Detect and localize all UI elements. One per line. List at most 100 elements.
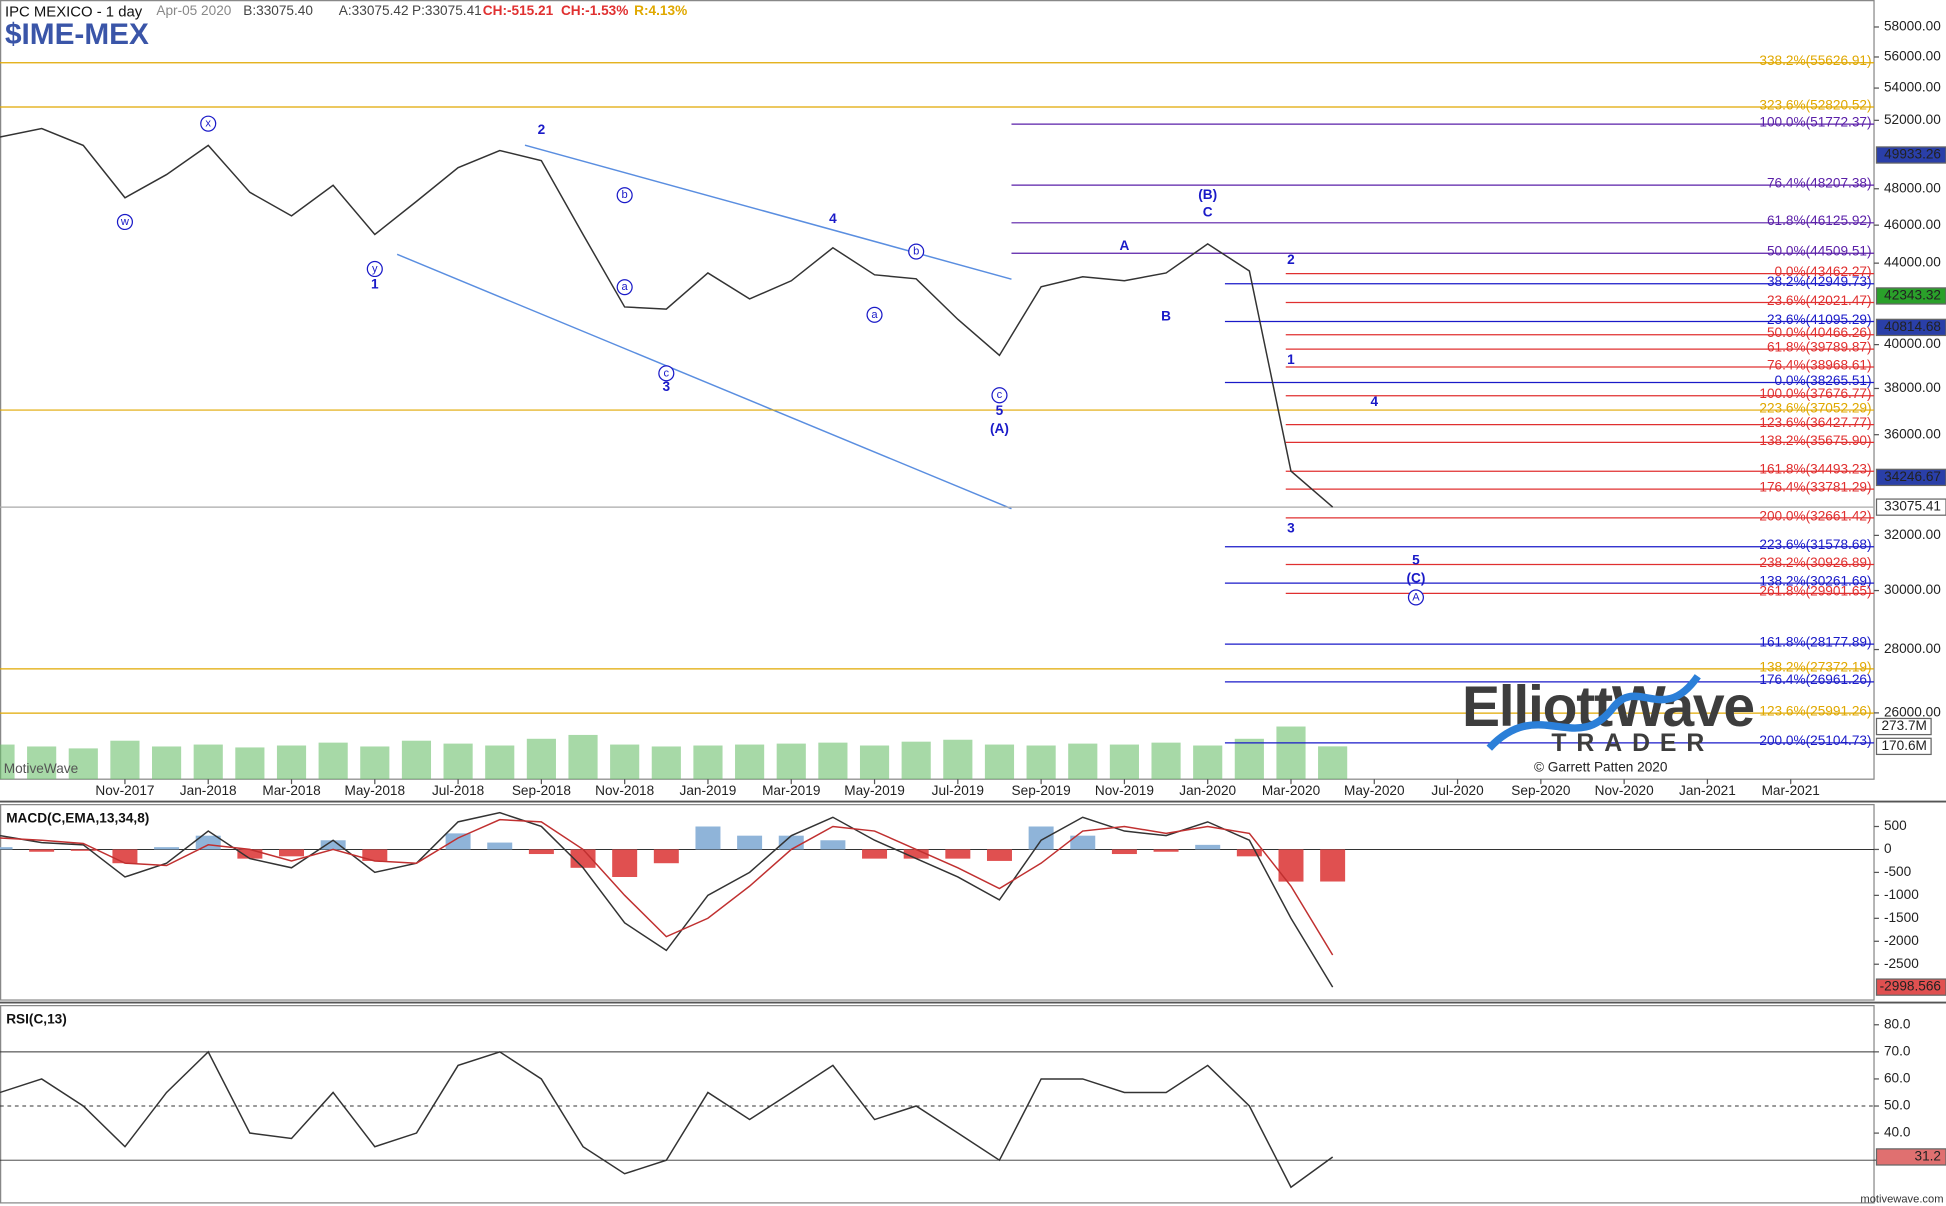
wave-label: (C) xyxy=(1406,570,1425,585)
histogram-bar xyxy=(986,849,1012,861)
histogram-bar xyxy=(1320,849,1346,882)
price-panel xyxy=(0,0,1875,780)
x-tick-label: Nov-2018 xyxy=(595,783,654,798)
x-tick-label: Jan-2020 xyxy=(1179,783,1236,798)
fib-label: 61.8%(39789.87) xyxy=(1767,339,1872,354)
fib-label: 176.4%(33781.29) xyxy=(1759,479,1871,494)
histogram-bar xyxy=(29,849,55,852)
volume-bar xyxy=(651,746,681,780)
logo-swoosh xyxy=(1486,674,1701,751)
series-line xyxy=(0,127,1334,508)
value-badge xyxy=(1875,468,1946,487)
fib-label: 238.2%(30926.89) xyxy=(1759,555,1871,570)
range: R:4.13% xyxy=(634,3,687,18)
wave-label: B xyxy=(1161,308,1171,323)
value-badge xyxy=(1875,978,1946,996)
volume-badge-label: 170.6M xyxy=(1881,738,1926,753)
fib-label: 0.0%(38265.51) xyxy=(1775,373,1872,388)
value-badge xyxy=(1875,498,1946,516)
date: Apr-05 2020 xyxy=(156,3,231,18)
volume-bar xyxy=(1109,744,1139,780)
histogram-bar xyxy=(1070,835,1096,850)
y-tick-label: -2500 xyxy=(1884,956,1919,971)
histogram-bar xyxy=(737,835,763,850)
value-badge-label: 34246.67 xyxy=(1884,469,1941,484)
volume-bar xyxy=(276,745,307,780)
bid: B:33075.40 xyxy=(243,3,313,18)
wave-circle xyxy=(116,213,134,231)
wave-label: 3 xyxy=(1287,521,1295,536)
value-badge xyxy=(1875,318,1946,337)
x-tick-label: Jan-2021 xyxy=(1679,783,1736,798)
volume-bar xyxy=(1068,743,1098,780)
x-tick-label: Nov-2019 xyxy=(1095,783,1154,798)
y-tick-label: 28000.00 xyxy=(1884,641,1941,656)
x-tick-label: May-2019 xyxy=(844,783,905,798)
volume-bar xyxy=(526,738,556,780)
volume-bar xyxy=(1026,745,1056,780)
histogram-bar xyxy=(445,833,471,850)
series-line xyxy=(0,818,1334,956)
fib-label: 76.4%(38968.61) xyxy=(1767,357,1872,372)
histogram-bar xyxy=(862,849,888,859)
fib-label: 0.0%(43462.27) xyxy=(1775,264,1872,279)
volume-bar xyxy=(318,742,348,780)
volume-bar xyxy=(776,743,806,780)
wave-label: x xyxy=(205,118,211,130)
wave-label: 1 xyxy=(371,276,379,291)
x-tick-label: Nov-2017 xyxy=(95,783,154,798)
volume-bar xyxy=(693,745,723,780)
histogram-bar xyxy=(945,849,971,859)
front-layer: 58000.00 56000.00 54000.00 52000.00 48000.00… xyxy=(0,19,1946,1189)
x-tick-label: Jul-2019 xyxy=(932,783,984,798)
x-tick-label: Jan-2018 xyxy=(180,783,237,798)
wave-circle xyxy=(991,387,1008,404)
wave-circle xyxy=(200,115,217,132)
fib-label: 123.6%(25991.26) xyxy=(1759,704,1871,719)
wave-label: A xyxy=(1119,238,1129,253)
histogram-bar xyxy=(1278,849,1304,882)
wave-label: 2 xyxy=(538,122,546,137)
copyright: © Garrett Patten 2020 xyxy=(1534,760,1668,775)
symbol: IPC MEXICO - 1 day xyxy=(5,4,143,20)
y-tick-label: 500 xyxy=(1884,818,1907,833)
x-tick-label: Jul-2020 xyxy=(1431,783,1484,798)
fib-label: 223.6%(37052.29) xyxy=(1759,400,1871,415)
wave-label: A xyxy=(1412,591,1420,603)
wave-label: C xyxy=(1203,204,1213,219)
volume-bar xyxy=(818,742,848,780)
logo-subtext: TRADER xyxy=(1551,730,1714,757)
volume-bar xyxy=(193,744,223,780)
wave-label: w xyxy=(120,216,130,228)
volume-badge xyxy=(1875,717,1932,736)
volume-bar xyxy=(1276,726,1306,780)
histogram-bar xyxy=(70,849,96,851)
wave-circle xyxy=(658,365,675,382)
wave-circle xyxy=(366,260,383,278)
y-tick-label: -1000 xyxy=(1884,887,1919,902)
volume-bar xyxy=(1318,746,1348,780)
y-tick-label: 52000.00 xyxy=(1884,112,1941,127)
fib-label: 50.0%(40466.26) xyxy=(1767,325,1872,340)
y-tick-label: 26000.00 xyxy=(1884,705,1941,720)
back-layer xyxy=(0,62,1875,1161)
value-badge-label: 40814.68 xyxy=(1884,319,1941,334)
wave-circle xyxy=(1407,589,1424,606)
volume-bar xyxy=(152,746,182,780)
value-badge-label: 33075.41 xyxy=(1884,499,1941,514)
wave-label: 5 xyxy=(996,403,1004,418)
wave-label: 5 xyxy=(1412,552,1420,567)
wave-label: c xyxy=(997,389,1003,401)
volume-bar xyxy=(1234,738,1264,780)
y-tick-label: 30000.00 xyxy=(1884,582,1941,597)
fib-label: 38.2%(42949.73) xyxy=(1767,274,1872,289)
fib-label: 76.4%(48207.38) xyxy=(1767,175,1872,190)
series-line xyxy=(0,811,1334,988)
histogram-bar xyxy=(570,849,596,868)
y-tick-label: 54000.00 xyxy=(1884,80,1941,95)
y-tick-label: 46000.00 xyxy=(1884,217,1941,232)
x-tick-label: Mar-2018 xyxy=(262,783,320,798)
histogram-bar xyxy=(612,849,638,877)
